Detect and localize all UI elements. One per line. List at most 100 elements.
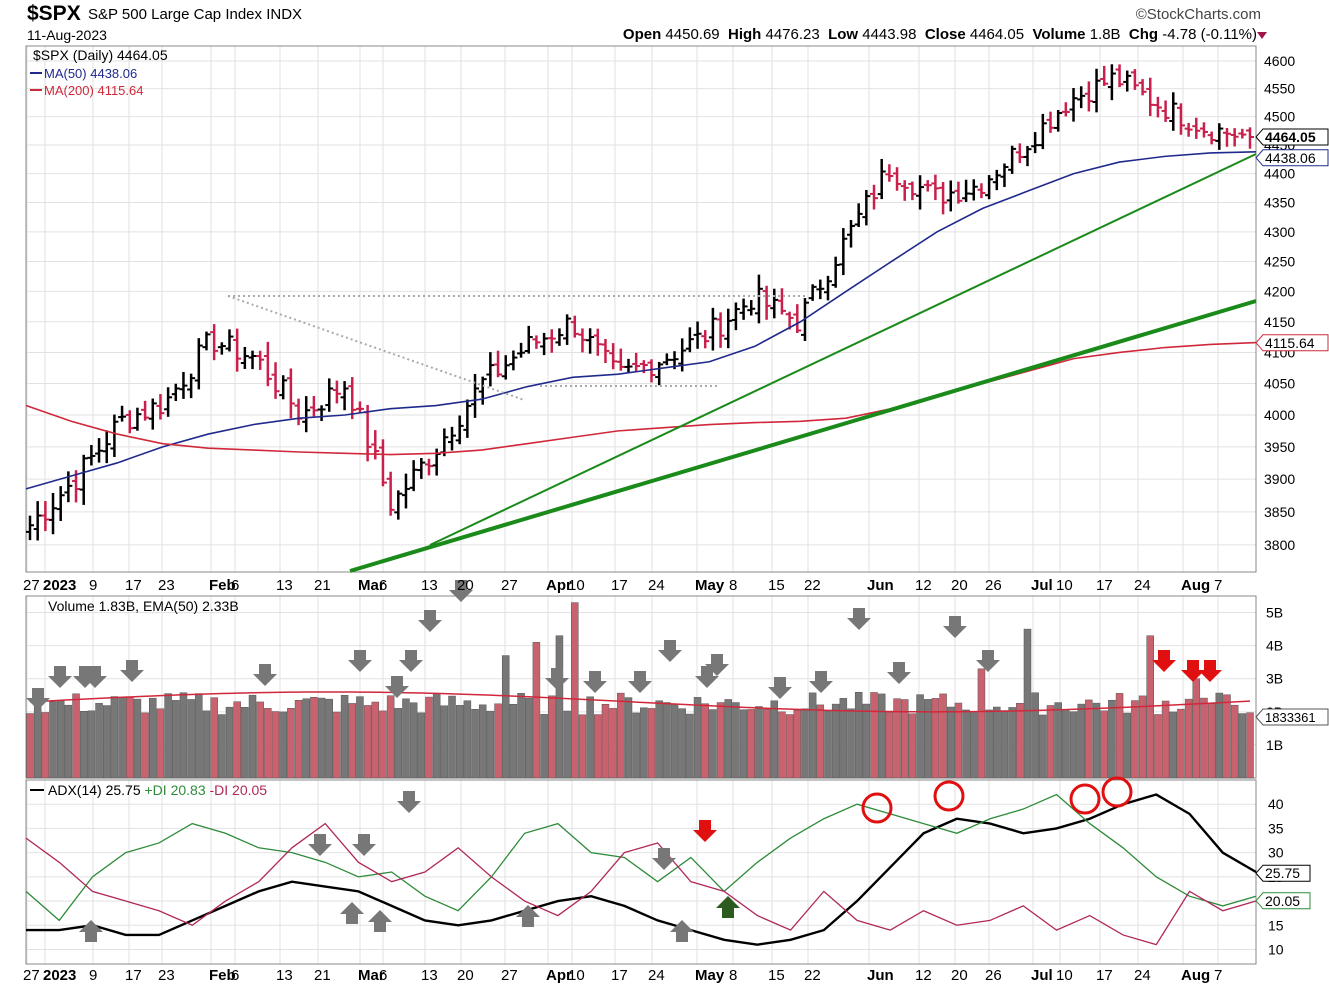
ohlc-bar — [1061, 102, 1070, 117]
volume-bar — [1161, 700, 1170, 779]
x-tick-label: Apr — [546, 967, 572, 984]
ohlc-bar — [908, 181, 917, 201]
volume-bar — [264, 708, 272, 779]
ohlc-bar — [1031, 132, 1040, 154]
x-tick-label: Apr — [546, 577, 572, 594]
ohlc-bar — [164, 387, 173, 417]
ohlc-summary: Open 4450.69 High 4476.23 Low 4443.98 Cl… — [622, 26, 1257, 43]
x-tick-label: 8 — [729, 967, 737, 984]
volume-bar — [900, 699, 909, 779]
dotted-trend — [227, 295, 525, 401]
x-tick-label: 12 — [915, 577, 932, 594]
volume-bar — [1085, 699, 1093, 779]
highlight-circle — [1101, 776, 1133, 808]
ohlc-bar — [823, 275, 832, 301]
adx-legend: ADX(14) 25.75 +DI 20.83 -DI 20.05 — [48, 782, 267, 798]
ohlc-bar — [586, 328, 595, 354]
volume-bar — [839, 698, 848, 779]
volume-bar — [916, 694, 924, 779]
ohlc-bar — [946, 180, 955, 212]
ohlc-bar — [870, 184, 879, 210]
y-tick-label: 4200 — [1264, 283, 1295, 299]
x-tick-label: 21 — [314, 577, 331, 594]
x-tick-label: Aug — [1181, 577, 1210, 594]
ohlc-bar — [332, 380, 341, 404]
ohlc-bar — [1054, 110, 1063, 132]
y-tick-label: 3800 — [1264, 537, 1295, 553]
ohlc-bar — [1115, 64, 1124, 88]
y-tick-label: 15 — [1268, 917, 1284, 933]
up-arrow-icon — [670, 920, 694, 942]
volume-bar — [1046, 705, 1055, 779]
volume-bar — [1031, 692, 1039, 779]
volume-bar — [440, 705, 449, 779]
volume-bar — [1131, 700, 1139, 779]
volume-bar — [333, 711, 341, 779]
down-arrow-icon — [583, 671, 607, 693]
volume-bar — [340, 695, 349, 779]
down-arrow-icon — [652, 848, 676, 870]
ohlc-bar — [923, 180, 932, 192]
x-tick-label: 27 — [501, 577, 518, 594]
ohlc-bar — [540, 332, 549, 356]
ohlc-bar — [816, 279, 825, 300]
ohlc-bar — [148, 398, 157, 430]
volume-bar — [1207, 703, 1216, 779]
y-tick-label: 40 — [1268, 796, 1284, 812]
volume-bar — [540, 714, 548, 779]
ohlc-bar — [1238, 128, 1247, 139]
y-tick-label: 3950 — [1264, 439, 1295, 455]
volume-bar — [501, 655, 510, 779]
ohlc-bar — [708, 307, 717, 351]
volume-bar — [1016, 702, 1024, 779]
volume-bar — [1039, 714, 1047, 779]
x-tick-label: 22 — [804, 577, 821, 594]
ohlc-bar — [593, 328, 602, 356]
volume-bar — [1054, 702, 1062, 779]
ohlc-bar — [1207, 131, 1216, 145]
ohlc-bar — [424, 458, 433, 476]
volume-bar — [908, 713, 917, 779]
volume-bar — [1092, 702, 1101, 779]
ohlc-bar — [33, 501, 42, 541]
volume-bar — [302, 698, 310, 779]
red-down-arrow-icon — [1198, 660, 1222, 682]
volume-bar — [954, 702, 963, 779]
volume-bar — [693, 697, 702, 779]
ohlc-bar — [448, 426, 457, 451]
ohlc-bar — [992, 169, 1001, 191]
volume-bar — [432, 693, 441, 779]
x-tick-label: Mar — [358, 577, 385, 594]
volume-bar — [640, 707, 648, 779]
ohlc-bar — [1069, 88, 1078, 122]
x-tick-label: 9 — [89, 577, 97, 594]
x-tick-label: 17 — [1096, 577, 1113, 594]
ohlc-bar — [171, 383, 180, 402]
volume-bar — [294, 700, 303, 779]
volume-bar — [808, 692, 817, 779]
ohlc-bar — [747, 300, 756, 316]
volume-bar — [279, 711, 287, 779]
volume-bar — [970, 712, 978, 779]
x-tick-label: 27 — [23, 577, 40, 594]
volume-bar — [594, 714, 602, 779]
ohlc-bar — [95, 438, 104, 463]
ohlc-bar — [1184, 122, 1193, 137]
y-tick-label: 4550 — [1264, 81, 1295, 97]
down-arrow-icon — [397, 791, 421, 813]
y-tick-label: 4050 — [1264, 376, 1295, 392]
ohlc-bar — [1130, 69, 1139, 90]
ohlc-bar — [847, 220, 856, 248]
ohlc-bar — [969, 179, 978, 201]
y-tick-label: 35 — [1268, 820, 1284, 836]
volume-bar — [762, 708, 771, 779]
x-tick-label: Jul — [1031, 967, 1053, 984]
x-tick-label: Aug — [1181, 967, 1210, 984]
ohlc-bar — [1146, 77, 1155, 117]
x-tick-label: 20 — [457, 577, 474, 594]
ohlc-bar — [49, 492, 58, 535]
down-arrow-icon — [943, 616, 967, 638]
volume-panel — [26, 580, 1254, 779]
volume-ema-line — [29, 691, 1251, 713]
volume-bar — [524, 697, 533, 779]
